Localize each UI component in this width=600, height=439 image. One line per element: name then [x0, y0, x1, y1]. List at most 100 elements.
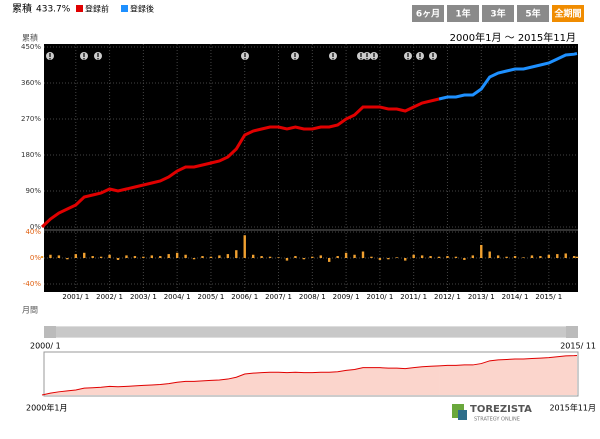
bar [572, 256, 576, 258]
navigator-start-date: 2000年1月 [26, 403, 67, 413]
y-tick-label: 270% [21, 115, 41, 123]
series-line [40, 97, 440, 229]
bar [159, 256, 162, 258]
bar [522, 257, 525, 258]
bar [328, 258, 331, 262]
alert-marker-bar [432, 53, 434, 57]
bar [404, 258, 407, 261]
bar [251, 254, 255, 258]
scroll-thumb[interactable] [56, 327, 566, 337]
bar [463, 258, 466, 260]
bar [530, 255, 534, 258]
period-button-label[interactable]: 6ヶ月 [416, 9, 440, 20]
bar [116, 258, 120, 260]
alert-marker-bar [373, 53, 375, 57]
bar [412, 254, 415, 258]
bar [268, 256, 272, 258]
x-tick-label: 2009/ 1 [333, 293, 360, 301]
x-tick-label: 2003/ 1 [130, 293, 157, 301]
alert-marker-bar [332, 53, 334, 57]
plot-area [44, 44, 578, 292]
alert-marker-bar [97, 53, 99, 57]
scroll-right[interactable] [566, 326, 578, 338]
bar [260, 256, 263, 258]
logo: TOREZISTA [470, 404, 532, 415]
bar [192, 258, 196, 260]
y-tick-label: 180% [21, 151, 41, 159]
bar [133, 256, 137, 258]
bar [108, 254, 111, 258]
x-tick-label: 2004/ 1 [164, 293, 191, 301]
legend-swatch [76, 5, 83, 12]
navigator-end-date: 2015年11月 [549, 403, 596, 413]
y-tick-label: 0% [30, 223, 41, 231]
logo-icon [458, 410, 467, 420]
y-tick-label: 360% [21, 79, 41, 87]
bar [353, 254, 356, 258]
navigator-end: 2015/ 11 [560, 342, 596, 351]
bar [201, 256, 204, 258]
bar [125, 255, 128, 258]
bar [496, 255, 500, 258]
bar [285, 258, 289, 261]
bar [57, 255, 61, 258]
x-tick-label: 2006/ 1 [231, 293, 258, 301]
bar [344, 252, 348, 258]
x-tick-label: 2015/ 1 [535, 293, 562, 301]
bar [235, 250, 238, 258]
period-button[interactable] [517, 5, 549, 22]
alert-marker-dot [294, 58, 296, 60]
scroll-left[interactable] [44, 326, 56, 338]
alert-marker-bar [419, 53, 421, 57]
x-tick-label: 2014/ 1 [502, 293, 529, 301]
bar [142, 256, 145, 258]
bar [66, 258, 69, 260]
y-tick-label: 40% [25, 228, 41, 236]
alert-marker-dot [373, 58, 375, 60]
bar [150, 255, 154, 258]
bar [480, 245, 483, 258]
navigator-area [439, 355, 577, 395]
bar [83, 252, 86, 258]
legend-label: 登録前 [85, 4, 109, 14]
period-button[interactable] [447, 5, 479, 22]
bar [91, 256, 94, 258]
period-button-label[interactable]: 1年 [455, 8, 470, 20]
x-tick-label: 2012/ 1 [434, 293, 461, 301]
period-button-label[interactable]: 5年 [525, 8, 540, 20]
alert-marker-dot [332, 58, 334, 60]
x-tick-label: 2013/ 1 [468, 293, 495, 301]
bar [556, 254, 559, 258]
x-tick-label: 2008/ 1 [299, 293, 326, 301]
period-button-label[interactable]: 全期間 [553, 8, 581, 20]
bar [505, 256, 508, 258]
alert-marker-bar [407, 53, 409, 57]
bar [387, 258, 390, 260]
x-tick-label: 2002/ 1 [96, 293, 123, 301]
period-button-label[interactable]: 3年 [490, 8, 505, 20]
alert-marker-dot [360, 58, 362, 60]
y-label: 累積 [22, 33, 38, 43]
period-button[interactable] [482, 5, 514, 22]
alert-marker-bar [360, 53, 362, 57]
alert-marker-bar [244, 53, 246, 57]
bar [446, 256, 449, 258]
period-button[interactable] [412, 5, 444, 22]
bar [454, 256, 458, 258]
bar [420, 255, 424, 258]
navigator-start: 2000/ 1 [30, 342, 61, 351]
alert-marker-bar [83, 53, 85, 57]
bar [175, 252, 179, 258]
series-line [438, 52, 578, 101]
cumulative-value: 433.7% [36, 5, 71, 15]
alert-marker-bar [366, 53, 368, 57]
period-button[interactable] [552, 5, 584, 22]
alert-marker-bar [294, 53, 296, 57]
x-tick-label: 2007/ 1 [265, 293, 292, 301]
bar [378, 258, 382, 260]
bar [547, 254, 551, 258]
navigator-line [438, 354, 578, 367]
alert-marker-dot [97, 58, 99, 60]
navigator-area [42, 365, 440, 395]
bar [167, 254, 170, 258]
